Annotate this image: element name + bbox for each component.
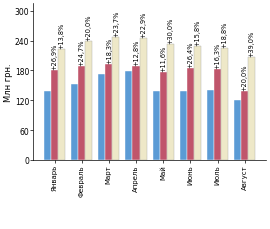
Bar [98,75,105,160]
Bar [248,58,255,160]
Text: +18,8%: +18,8% [222,22,228,48]
Text: +16,3%: +16,3% [214,42,221,69]
Bar [51,71,58,160]
Bar [234,101,241,160]
Bar [160,73,167,160]
Text: +15,8%: +15,8% [194,20,200,46]
Text: +26,9%: +26,9% [52,44,58,70]
Bar [214,70,221,160]
Bar [167,45,174,160]
Bar [194,47,201,160]
Text: +18,3%: +18,3% [106,38,112,64]
Bar [207,91,214,160]
Text: +11,6%: +11,6% [160,45,166,72]
Bar [221,49,228,160]
Bar [125,72,133,160]
Bar [187,69,194,160]
Bar [112,37,119,160]
Text: +12,8%: +12,8% [133,40,139,66]
Text: +26,4%: +26,4% [187,41,193,68]
Y-axis label: Млн грн.: Млн грн. [4,63,13,101]
Text: +13,8%: +13,8% [59,23,65,49]
Bar [133,67,140,160]
Text: +24,7%: +24,7% [79,40,85,66]
Bar [44,92,51,160]
Bar [105,65,112,160]
Text: +20,0%: +20,0% [242,65,248,91]
Bar [180,92,187,160]
Bar [71,85,78,160]
Text: +39,0%: +39,0% [249,30,255,57]
Bar [140,39,147,160]
Text: +30,0%: +30,0% [167,18,173,44]
Bar [78,67,85,160]
Text: +20,0%: +20,0% [86,14,92,40]
Bar [85,41,92,160]
Text: +23,7%: +23,7% [113,10,119,36]
Bar [153,92,160,160]
Bar [241,92,248,160]
Text: +22,9%: +22,9% [140,12,146,38]
Bar [58,50,65,160]
